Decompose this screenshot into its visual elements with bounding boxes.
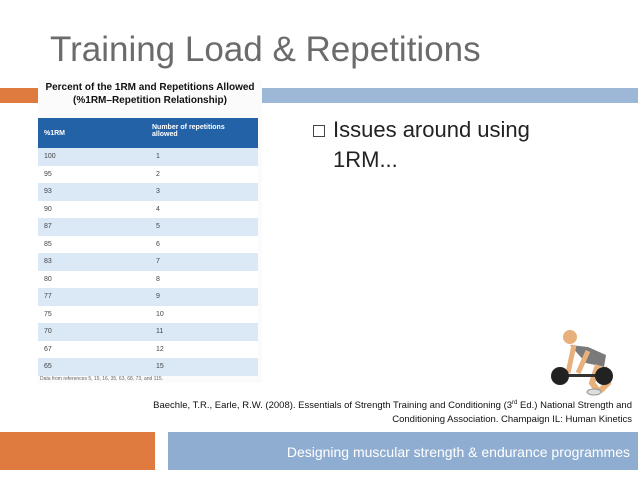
table-cell: 65 [44,363,52,370]
footer-text: Designing muscular strength & endurance … [286,444,630,460]
table-cell: 12 [156,345,164,353]
table-row: 87 5 [38,218,258,236]
table-cell: 10 [156,310,164,318]
table-cell: 85 [44,240,52,248]
table-cell: 11 [156,328,164,335]
footer-bar: Designing muscular strength & endurance … [168,432,638,470]
footer-block [0,432,155,470]
table-cell: 100 [44,153,56,160]
table-caption: Percent of the 1RM and Repetitions Allow… [45,82,255,93]
accent-bar [262,88,638,103]
weightlifter-icon [551,330,613,396]
table-cell: 2 [156,170,160,178]
table-cell: 7 [156,258,160,265]
table-cell: 70 [44,328,52,335]
table-row: 77 9 [38,288,258,306]
table-row: 100 1 [38,148,258,166]
table-cell: 1 [156,153,160,160]
bullet-marker [313,125,325,137]
table-row: 67 12 [38,340,258,358]
accent-bar [0,88,38,103]
table-header: %1RM Number of repetitions allowed [38,118,258,148]
table-body: 100 1 95 2 93 3 90 4 87 5 85 6 83 7 80 8 77 9 75 10 70 11 67 12… [38,148,258,376]
table-row: 93 3 [38,183,258,201]
table-cell: 93 [44,188,52,195]
citation: Baechle, T.R., Earle, R.W. (2008). Essen… [153,400,632,411]
table-row: 90 4 [38,200,258,218]
table-cell: 5 [156,223,160,230]
table-cell: 4 [156,205,160,213]
table-cell: 3 [156,188,160,195]
table-row: 80 8 [38,270,258,288]
bullet-text: 1RM... [333,147,398,172]
table-cell: 8 [156,275,160,283]
table-cell: 83 [44,258,52,265]
rm-table: Percent of the 1RM and Repetitions Allow… [38,80,262,383]
table-caption: (%1RM–Repetition Relationship) [73,95,227,106]
bullet-text: Issues around using [333,117,530,142]
table-row: 83 7 [38,253,258,271]
table-cell: 77 [44,293,52,300]
citation-text: Baechle, T.R., Earle, R.W. (2008). Essen… [153,400,513,412]
table-cell: 80 [44,275,52,283]
column-header: %1RM [44,130,66,137]
table-cell: 75 [44,310,52,318]
table-row: 95 2 [38,165,258,183]
table-cell: 95 [44,170,52,178]
table-row: 70 11 [38,323,258,341]
table-cell: 87 [44,223,52,230]
table-row: 75 10 [38,305,258,323]
table-cell: 6 [156,240,160,248]
table-source: Data from references 5, 15, 16, 35, 63, … [40,376,164,382]
column-header: Number of repetitions allowed [152,124,225,138]
table-row: 65 15 [38,358,258,376]
table-cell: 90 [44,205,52,213]
table-cell: 15 [156,363,164,370]
slide-title: Training Load & Repetitions [50,30,481,69]
citation: Conditioning Association. Champaign IL: … [392,414,632,425]
table-cell: 67 [44,345,52,353]
table-row: 85 6 [38,235,258,253]
citation-text: Ed.) National Strength and [517,400,632,412]
citation-superscript: rd [512,400,518,406]
table-cell: 9 [156,293,160,300]
